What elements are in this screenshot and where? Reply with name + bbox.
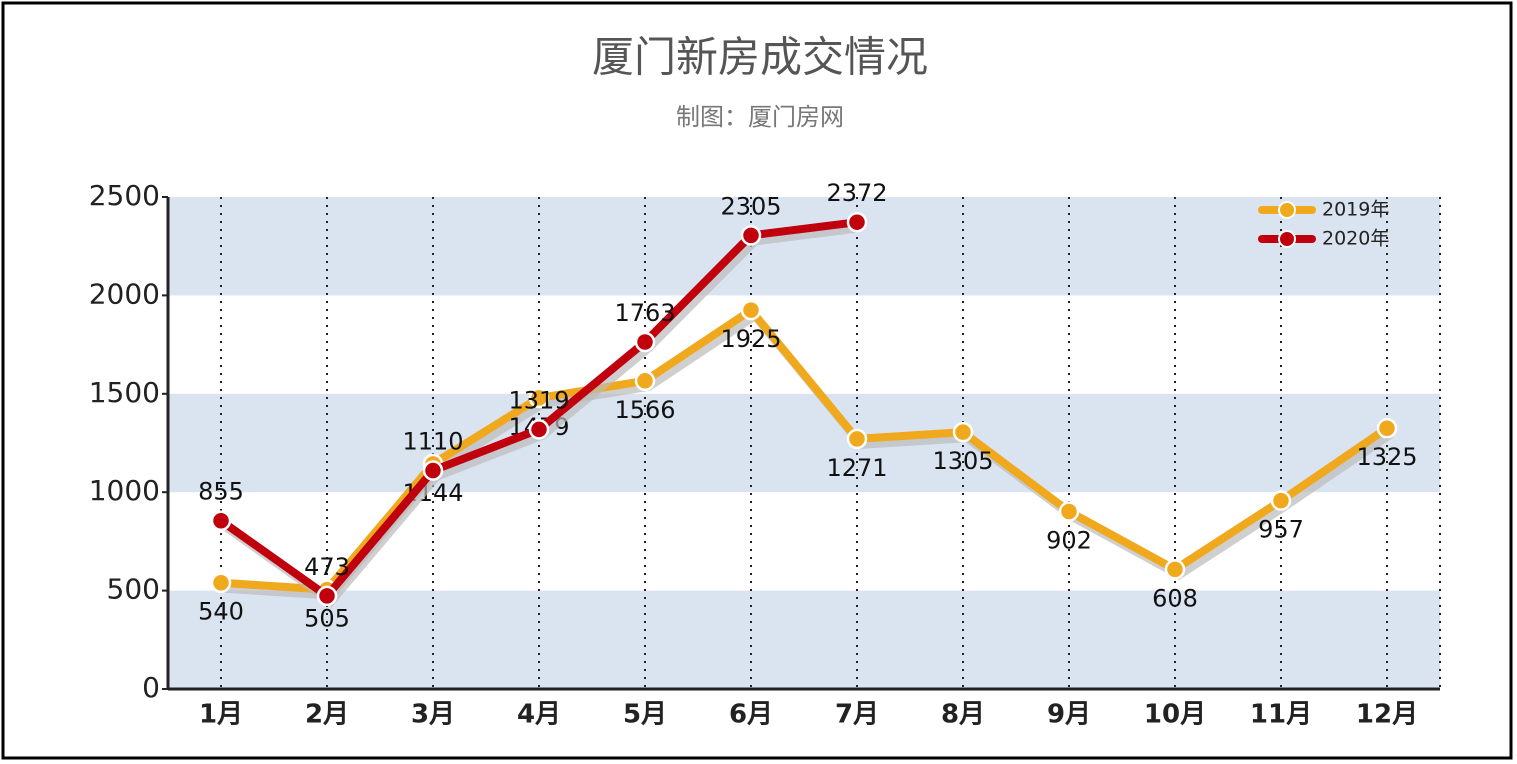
x-tick-label: 8月 xyxy=(941,700,985,730)
data-label: 1925 xyxy=(720,325,781,353)
point xyxy=(210,510,232,531)
data-label: 902 xyxy=(1046,526,1092,554)
legend-marker xyxy=(1278,201,1296,219)
y-tick-label: 2000 xyxy=(89,277,160,310)
x-tick-label: 11月 xyxy=(1250,700,1312,730)
line xyxy=(220,306,1390,594)
legend-label: 2020年 xyxy=(1322,228,1389,250)
y-tick-label: 500 xyxy=(107,573,160,606)
data-label: 957 xyxy=(1258,516,1304,544)
data-label: 2372 xyxy=(826,179,887,207)
point xyxy=(1164,559,1186,580)
point xyxy=(422,460,444,481)
y-tick-label: 1500 xyxy=(89,376,160,409)
data-label: 473 xyxy=(304,553,350,581)
x-tick-label: 3月 xyxy=(411,700,455,730)
x-tick-label: 6月 xyxy=(729,700,773,730)
y-tick-label: 1000 xyxy=(89,474,160,507)
point xyxy=(634,370,656,392)
point xyxy=(846,428,868,450)
x-tick-label: 4月 xyxy=(517,700,561,730)
data-label: 1763 xyxy=(614,299,675,327)
grid-band xyxy=(168,393,1440,493)
legend-label: 2019年 xyxy=(1322,199,1389,221)
point xyxy=(210,572,232,593)
y-tick-label: 2500 xyxy=(89,179,160,212)
x-tick-label: 1月 xyxy=(199,700,243,730)
chart-title: 厦门新房成交情况 xyxy=(592,33,928,82)
data-label: 2305 xyxy=(720,192,781,220)
point xyxy=(952,421,974,443)
legend-marker xyxy=(1278,230,1296,248)
point xyxy=(528,387,550,409)
x-tick-label: 5月 xyxy=(623,700,667,730)
data-label: 855 xyxy=(198,478,244,506)
grid-band xyxy=(168,590,1440,689)
data-label: 608 xyxy=(1152,584,1198,612)
point xyxy=(634,331,656,353)
x-tick-label: 10月 xyxy=(1144,700,1206,730)
x-tick-label: 9月 xyxy=(1047,700,1091,730)
point xyxy=(740,299,762,321)
x-tick-label: 7月 xyxy=(835,700,879,730)
data-label: 1566 xyxy=(614,396,675,424)
point xyxy=(846,211,868,233)
data-label: 505 xyxy=(304,605,350,633)
point xyxy=(740,225,762,246)
data-label: 1319 xyxy=(508,386,569,414)
data-label: 1325 xyxy=(1356,443,1417,471)
x-tick-label: 12月 xyxy=(1356,700,1418,730)
point xyxy=(1270,490,1292,511)
point xyxy=(1058,501,1080,522)
data-label: 540 xyxy=(198,598,244,626)
data-label: 1271 xyxy=(826,454,887,482)
x-tick-label: 2月 xyxy=(305,700,349,730)
data-label: 1305 xyxy=(932,447,993,475)
y-tick-label: 0 xyxy=(142,671,160,704)
chart-subtitle: 制图：厦门房网 xyxy=(676,103,844,131)
point xyxy=(528,419,550,440)
grid-band xyxy=(168,197,1440,296)
point xyxy=(1376,417,1398,439)
point xyxy=(316,585,338,607)
data-label: 1110 xyxy=(402,428,463,456)
